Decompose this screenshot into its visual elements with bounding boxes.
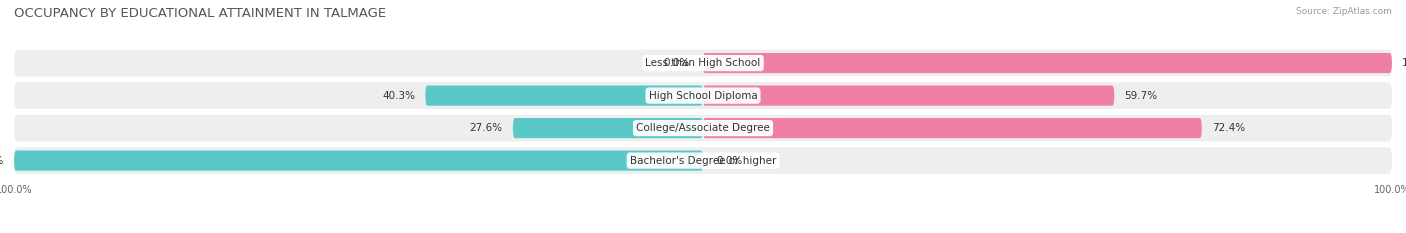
Text: Less than High School: Less than High School [645, 58, 761, 68]
Text: Source: ZipAtlas.com: Source: ZipAtlas.com [1296, 7, 1392, 16]
Text: 0.0%: 0.0% [717, 156, 742, 166]
FancyBboxPatch shape [14, 82, 1392, 109]
FancyBboxPatch shape [703, 118, 1202, 138]
Text: 59.7%: 59.7% [1125, 91, 1157, 101]
Text: 100.0%: 100.0% [0, 156, 4, 166]
Text: 40.3%: 40.3% [382, 91, 415, 101]
FancyBboxPatch shape [14, 50, 1392, 76]
FancyBboxPatch shape [513, 118, 703, 138]
FancyBboxPatch shape [426, 86, 703, 106]
FancyBboxPatch shape [14, 151, 703, 171]
Text: High School Diploma: High School Diploma [648, 91, 758, 101]
Text: 72.4%: 72.4% [1212, 123, 1246, 133]
Text: Bachelor's Degree or higher: Bachelor's Degree or higher [630, 156, 776, 166]
FancyBboxPatch shape [703, 86, 1115, 106]
Text: College/Associate Degree: College/Associate Degree [636, 123, 770, 133]
Text: 100.0%: 100.0% [1402, 58, 1406, 68]
Text: 0.0%: 0.0% [664, 58, 689, 68]
Text: OCCUPANCY BY EDUCATIONAL ATTAINMENT IN TALMAGE: OCCUPANCY BY EDUCATIONAL ATTAINMENT IN T… [14, 7, 387, 20]
FancyBboxPatch shape [703, 53, 1392, 73]
FancyBboxPatch shape [14, 115, 1392, 141]
Text: 27.6%: 27.6% [470, 123, 502, 133]
FancyBboxPatch shape [14, 147, 1392, 174]
